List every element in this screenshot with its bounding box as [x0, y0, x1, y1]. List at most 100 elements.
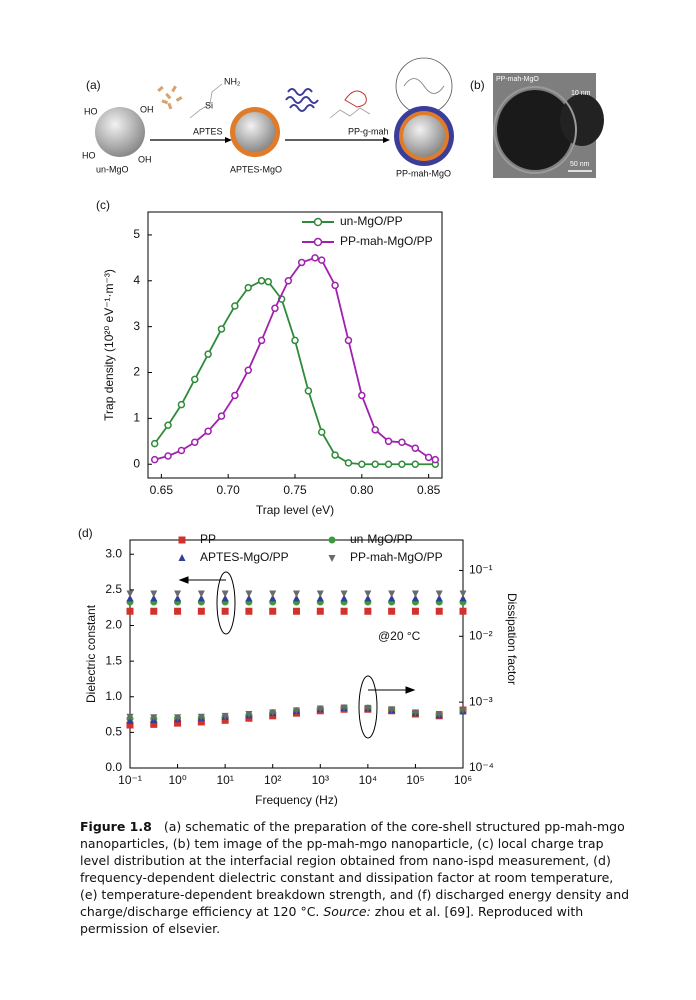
y2-tick-label: 10⁻⁴ — [469, 760, 494, 774]
marker — [388, 594, 396, 602]
marker — [197, 718, 205, 726]
marker — [150, 439, 159, 448]
x-tick-label: 0.85 — [417, 483, 441, 497]
chem-label: NH₂ — [224, 76, 241, 86]
y-axis-label: Trap density (10²⁰ eV⁻¹·m⁻³) — [102, 269, 116, 421]
marker — [388, 706, 396, 714]
marker — [126, 594, 134, 602]
marker — [221, 716, 229, 724]
marker — [257, 336, 266, 345]
legend-label: un-MgO/PP — [350, 532, 413, 546]
marker — [364, 594, 372, 602]
marker — [331, 451, 339, 459]
legend-label: PP-mah-MgO/PP — [340, 234, 433, 248]
marker — [424, 453, 433, 462]
legend-label: PP — [200, 532, 216, 546]
marker — [221, 712, 229, 720]
particle — [95, 107, 145, 157]
legend-marker — [313, 217, 323, 227]
marker — [311, 254, 319, 262]
marker — [150, 607, 158, 615]
marker — [126, 590, 134, 598]
x-tick-label: 10⁵ — [406, 773, 424, 787]
x-tick-label: 0.75 — [283, 483, 307, 497]
y-axis-label: Dielectric constant — [84, 604, 98, 703]
y-tick-label: 4 — [133, 273, 140, 287]
marker — [435, 590, 443, 598]
x-tick-label: 10⁰ — [168, 773, 186, 787]
marker — [459, 594, 467, 602]
marker — [204, 427, 212, 435]
marker — [164, 452, 172, 460]
marker — [269, 594, 277, 602]
marker — [244, 366, 252, 374]
marker — [269, 607, 277, 615]
annotation: @20 °C — [378, 629, 421, 643]
step-label: PP-g-mah — [348, 126, 389, 136]
marker — [126, 721, 134, 729]
marker — [358, 460, 366, 468]
marker — [304, 387, 313, 395]
scale-label: 50 nm — [570, 161, 590, 168]
marker — [459, 590, 467, 598]
panel-label: (b) — [470, 78, 485, 92]
marker — [411, 709, 419, 717]
marker — [164, 421, 172, 430]
marker — [245, 594, 253, 602]
legend-label: PP-mah-MgO/PP — [350, 550, 443, 564]
marker — [316, 594, 324, 602]
marker — [221, 594, 229, 602]
marker — [411, 594, 419, 602]
marker — [197, 713, 205, 721]
y-tick-label: 0.5 — [105, 725, 122, 739]
marker — [150, 455, 159, 464]
figure-label: Figure 1.8 — [80, 819, 152, 834]
marker — [340, 594, 348, 602]
group-label: HO — [84, 106, 98, 116]
legend-marker — [328, 536, 336, 544]
marker — [384, 460, 393, 468]
marker — [245, 607, 253, 615]
particle-label: APTES-MgO — [230, 164, 282, 174]
step-label: APTES — [193, 126, 223, 136]
y2-tick-label: 10⁻¹ — [469, 563, 493, 577]
marker — [384, 437, 393, 446]
panel-label: (a) — [86, 78, 101, 92]
marker — [231, 302, 239, 310]
group-label: OH — [140, 104, 154, 114]
marker — [126, 713, 134, 721]
source-text: zhou et al. [69]. Reproduced with permis… — [80, 904, 584, 936]
marker — [245, 711, 253, 719]
marker — [411, 590, 419, 598]
marker — [388, 590, 396, 598]
marker — [177, 400, 186, 409]
y-tick-label: 0 — [133, 456, 140, 470]
marker — [411, 460, 420, 468]
y-tick-label: 1.0 — [105, 689, 122, 703]
marker — [150, 594, 158, 602]
marker — [435, 594, 443, 602]
marker — [269, 709, 277, 717]
y2-tick-label: 10⁻³ — [469, 694, 493, 708]
y-tick-label: 1.5 — [105, 653, 122, 667]
marker — [284, 277, 293, 285]
y-tick-label: 2.5 — [105, 582, 122, 596]
marker — [217, 325, 226, 333]
marker — [174, 590, 182, 598]
marker — [371, 426, 379, 434]
x-tick-label: 10⁴ — [359, 773, 378, 787]
annotation-shapes — [178, 571, 416, 739]
marker — [217, 412, 226, 420]
marker — [340, 607, 348, 615]
marker — [244, 283, 252, 292]
x-tick-label: 10⁻¹ — [118, 773, 142, 787]
legend-marker — [328, 555, 336, 562]
marker — [435, 607, 443, 615]
marker — [177, 446, 186, 455]
marker — [344, 459, 353, 467]
marker — [340, 590, 348, 598]
chem-label: Si — [205, 100, 213, 110]
aptes-icon — [157, 85, 183, 110]
caption: Figure 1.8 (a) schematic of the preparati… — [80, 818, 630, 937]
